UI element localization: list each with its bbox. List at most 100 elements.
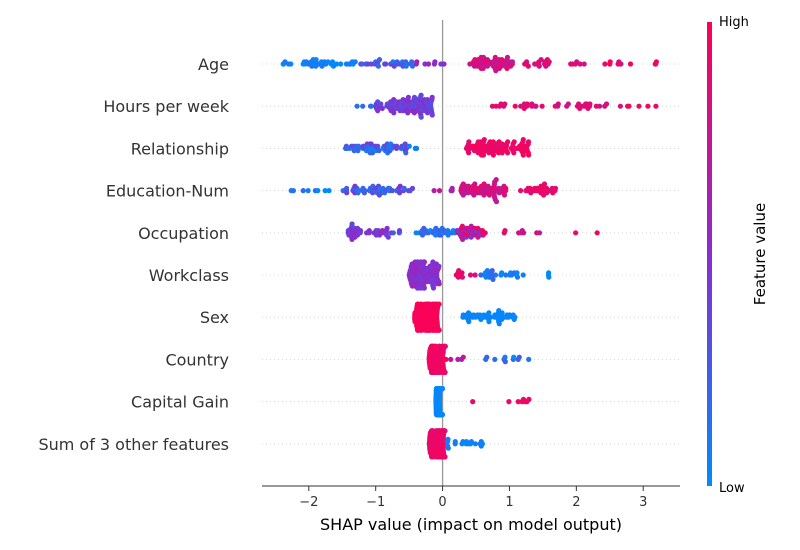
shap-point (496, 321, 502, 327)
feature-labels: Age Hours per week Relationship Education-N… (38, 55, 229, 454)
shap-point (397, 183, 403, 189)
shap-point (366, 228, 372, 234)
shap-point (375, 143, 381, 149)
shap-point (526, 152, 532, 158)
shap-point (403, 150, 409, 156)
shap-point (603, 101, 610, 107)
shap-point (376, 148, 382, 154)
shap-point (290, 188, 296, 194)
shap-point (499, 310, 505, 316)
x-axis-title: SHAP value (impact on model output) (320, 515, 622, 534)
x-tick-label: −2 (299, 495, 318, 510)
shap-point (472, 272, 478, 278)
shap-point (459, 223, 465, 229)
shap-point (421, 285, 427, 291)
shap-point (546, 274, 552, 280)
x-tick-label: 1 (505, 495, 513, 510)
shap-point (436, 263, 442, 269)
shap-point (368, 103, 374, 109)
shap-point (442, 343, 448, 349)
shap-point (405, 110, 411, 116)
shap-point (505, 150, 511, 156)
shap-point (525, 139, 532, 145)
shap-point (493, 177, 499, 183)
shap-point (481, 181, 487, 187)
shap-point (414, 59, 420, 65)
shap-point (379, 105, 385, 111)
shap-point (376, 57, 383, 63)
shap-point (627, 61, 634, 67)
feature-label: Age (198, 55, 229, 74)
shap-point (541, 181, 548, 187)
shap-point (478, 272, 484, 278)
shap-point (502, 354, 508, 360)
colorbar: High Low Feature value (707, 15, 769, 496)
shap-point (409, 63, 416, 69)
shap-point (515, 399, 521, 405)
shap-point (479, 441, 485, 447)
shap-point (384, 225, 390, 231)
shap-point (524, 59, 530, 65)
shap-point (653, 59, 660, 65)
shap-point (565, 101, 571, 107)
feature-label: Education-Num (106, 182, 229, 201)
shap-point (581, 61, 587, 67)
shap-point (414, 145, 420, 151)
shap-point (391, 110, 397, 116)
shap-point (480, 54, 487, 61)
shap-point (506, 399, 512, 405)
feature-label: Capital Gain (131, 393, 229, 412)
shap-point (618, 61, 624, 67)
shap-point (489, 268, 495, 274)
shap-point (430, 285, 437, 291)
shap-point (445, 436, 451, 442)
shap-point (512, 103, 518, 109)
shap-point (322, 188, 328, 194)
shap-point (524, 101, 530, 107)
shap-point (514, 274, 521, 280)
shap-point (486, 319, 492, 325)
colorbar-low-label: Low (719, 481, 745, 496)
shap-point (409, 185, 416, 191)
shap-point (439, 386, 446, 392)
shap-point (329, 59, 336, 65)
shap-point (536, 63, 542, 69)
feature-label: Occupation (138, 224, 229, 243)
shap-point (536, 230, 543, 236)
shap-point (300, 188, 306, 194)
shap-point (503, 272, 509, 278)
shap-point (455, 356, 461, 362)
shap-point (439, 412, 445, 418)
shap-point (546, 270, 552, 276)
shap-point (360, 103, 366, 109)
shap-point (533, 103, 539, 109)
shap-point (452, 439, 458, 445)
shap-point (493, 199, 500, 205)
shap-point (617, 103, 624, 109)
shap-point (480, 65, 486, 71)
shap-point (313, 57, 319, 63)
shap-point (436, 188, 443, 194)
colorbar-high-label: High (719, 15, 749, 30)
shap-point (445, 232, 451, 238)
shap-point (344, 185, 350, 191)
shap-point (432, 59, 438, 65)
shap-point (490, 276, 496, 282)
shap-point (436, 281, 442, 287)
x-tick-label: 3 (639, 495, 647, 510)
shap-point (516, 354, 522, 360)
shap-point (404, 61, 410, 67)
shap-point (607, 59, 613, 65)
feature-label: Workclass (149, 266, 229, 285)
shap-point (636, 103, 642, 109)
shap-point (375, 108, 381, 114)
shap-point (492, 356, 498, 362)
shap-point (587, 101, 593, 107)
shap-point (362, 188, 368, 194)
shap-point (396, 228, 403, 234)
shap-point (594, 230, 600, 236)
shap-point (448, 356, 454, 362)
shap-point (502, 228, 508, 234)
shap-point (480, 152, 487, 158)
